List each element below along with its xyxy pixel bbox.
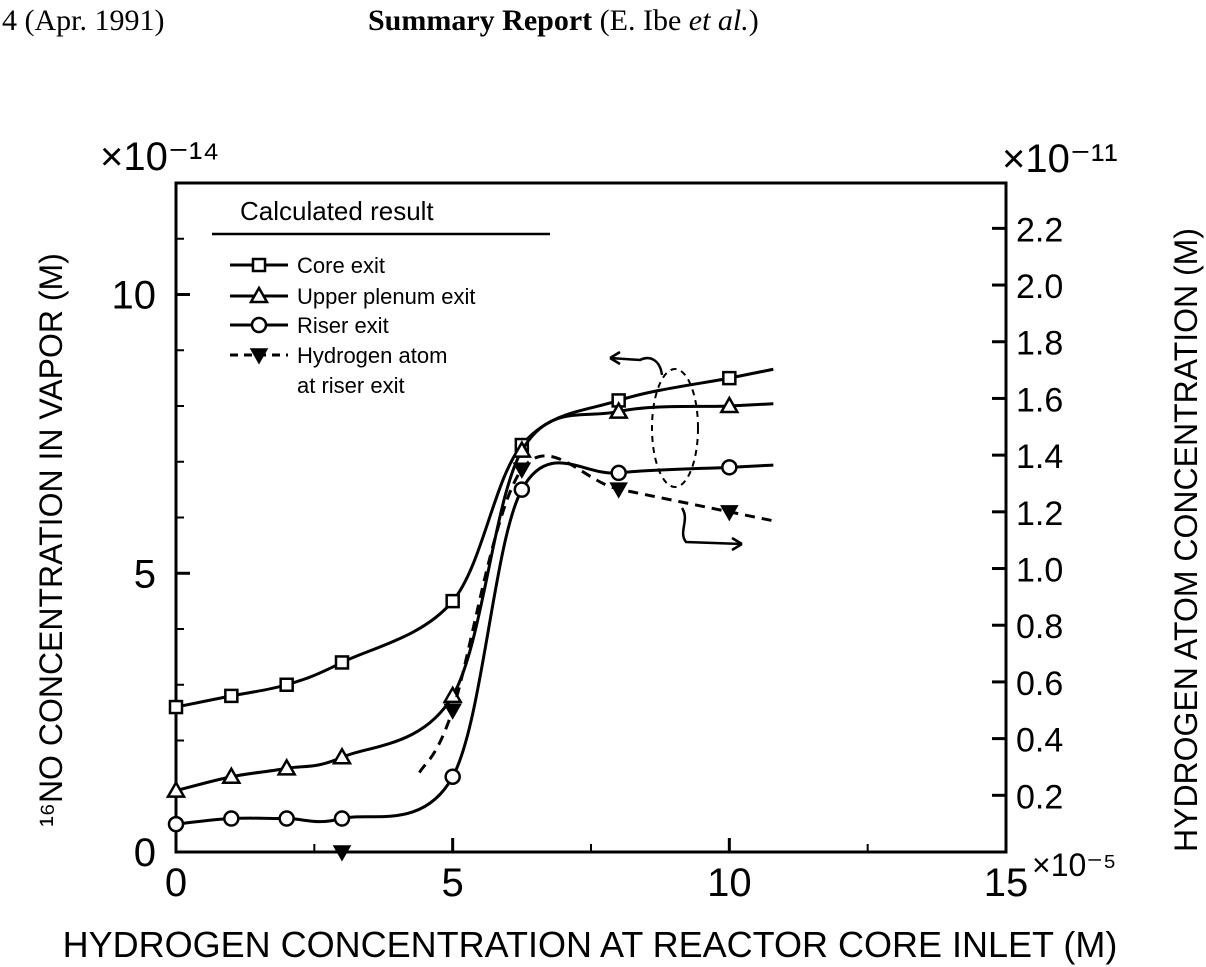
data-point-2 bbox=[444, 768, 461, 785]
legend-entry-2: Riser exit bbox=[297, 313, 389, 338]
data-point-2 bbox=[167, 815, 185, 833]
legend-entry-3: Hydrogen atom bbox=[297, 343, 447, 368]
y-right-tick-label: 2.2 bbox=[1016, 211, 1063, 249]
x-tick-label: 15 bbox=[984, 861, 1029, 905]
left-axis-arrowhead bbox=[609, 350, 621, 366]
data-point-2 bbox=[513, 481, 531, 498]
y-right-tick-label: 0.4 bbox=[1016, 722, 1063, 760]
y-right-tick-label: 0.6 bbox=[1016, 665, 1063, 703]
x-tick-label: 5 bbox=[442, 861, 464, 905]
data-point-2 bbox=[721, 459, 738, 476]
y-left-tick-label: 5 bbox=[134, 552, 156, 596]
right-axis-arrowhead bbox=[731, 536, 743, 552]
legend-entry-1: Upper plenum exit bbox=[297, 284, 476, 309]
y-right-multiplier: ×10⁻¹¹ bbox=[1002, 137, 1118, 181]
y-left-tick-label: 10 bbox=[112, 274, 157, 318]
y-right-tick-label: 2.0 bbox=[1016, 268, 1063, 306]
legend-marker-0 bbox=[251, 257, 267, 273]
legend-entry-4: at riser exit bbox=[297, 373, 405, 398]
series-group-ellipse bbox=[651, 368, 699, 488]
report-title-authors-suffix: ) bbox=[748, 4, 759, 37]
x-tick-label: 10 bbox=[707, 861, 752, 905]
legend-entry-0: Core exit bbox=[297, 253, 385, 278]
data-point-0 bbox=[279, 677, 294, 692]
data-point-1 bbox=[165, 780, 187, 798]
data-point-3 bbox=[720, 505, 739, 522]
y-right-tick-label: 1.4 bbox=[1016, 438, 1063, 476]
report-title-bold: Summary Report bbox=[368, 4, 593, 37]
data-point-2 bbox=[278, 810, 295, 827]
data-point-2 bbox=[333, 810, 351, 827]
series-line-2 bbox=[175, 461, 774, 826]
y-right-tick-label: 1.8 bbox=[1016, 325, 1063, 363]
y-left-multiplier: ×10⁻¹⁴ bbox=[100, 135, 219, 179]
data-point-3 bbox=[609, 482, 628, 499]
y-left-axis-title: ¹⁶NO CONCENTRATION IN VAPOR (M) bbox=[33, 253, 69, 827]
legend-marker-2 bbox=[250, 316, 268, 334]
left-axis-arrow bbox=[609, 356, 664, 376]
x-tick-label: 0 bbox=[165, 861, 187, 905]
x-multiplier: ×10⁻⁵ bbox=[1032, 847, 1116, 883]
data-point-1 bbox=[221, 766, 242, 784]
legend-title: Calculated result bbox=[240, 196, 434, 226]
data-point-3 bbox=[332, 845, 352, 862]
y-left-tick-label: 0 bbox=[134, 831, 156, 875]
y-right-tick-label: 1.0 bbox=[1016, 552, 1063, 590]
data-point-3 bbox=[512, 462, 532, 479]
data-point-0 bbox=[722, 370, 737, 386]
right-axis-arrow bbox=[680, 507, 743, 546]
y-right-axis-title: HYDROGEN ATOM CONCENTRATION (M) bbox=[1168, 228, 1204, 852]
data-point-1 bbox=[608, 401, 629, 419]
series-line-1 bbox=[175, 402, 774, 793]
data-point-1 bbox=[511, 440, 532, 458]
data-point-0 bbox=[224, 688, 239, 704]
x-axis-title: HYDROGEN CONCENTRATION AT REACTOR CORE I… bbox=[63, 924, 1118, 965]
report-title-italic: et al. bbox=[688, 4, 749, 37]
legend-marker-1 bbox=[248, 285, 270, 304]
page-header: 4 (Apr. 1991) Summary Report (E. Ibe et … bbox=[0, 4, 1206, 44]
y-right-tick-label: 1.6 bbox=[1016, 381, 1063, 419]
y-right-tick-label: 1.2 bbox=[1016, 495, 1063, 533]
data-point-0 bbox=[445, 593, 460, 609]
data-point-0 bbox=[334, 655, 350, 670]
data-point-2 bbox=[610, 464, 627, 482]
series-line-0 bbox=[175, 367, 774, 709]
data-point-1 bbox=[719, 395, 740, 414]
report-title: Summary Report (E. Ibe et al.) bbox=[368, 4, 759, 38]
report-title-authors-prefix: (E. Ibe bbox=[592, 4, 689, 37]
y-right-tick-label: 0.8 bbox=[1016, 608, 1063, 646]
y-right-tick-label: 0.2 bbox=[1016, 778, 1063, 816]
data-point-3 bbox=[443, 703, 462, 720]
data-point-2 bbox=[223, 810, 240, 827]
data-point-1 bbox=[276, 757, 297, 776]
data-point-1 bbox=[331, 746, 353, 765]
data-point-0 bbox=[168, 699, 184, 715]
page-reference: 4 (Apr. 1991) bbox=[2, 4, 165, 37]
series-line-3 bbox=[418, 454, 774, 774]
legend-marker-3 bbox=[249, 348, 269, 365]
